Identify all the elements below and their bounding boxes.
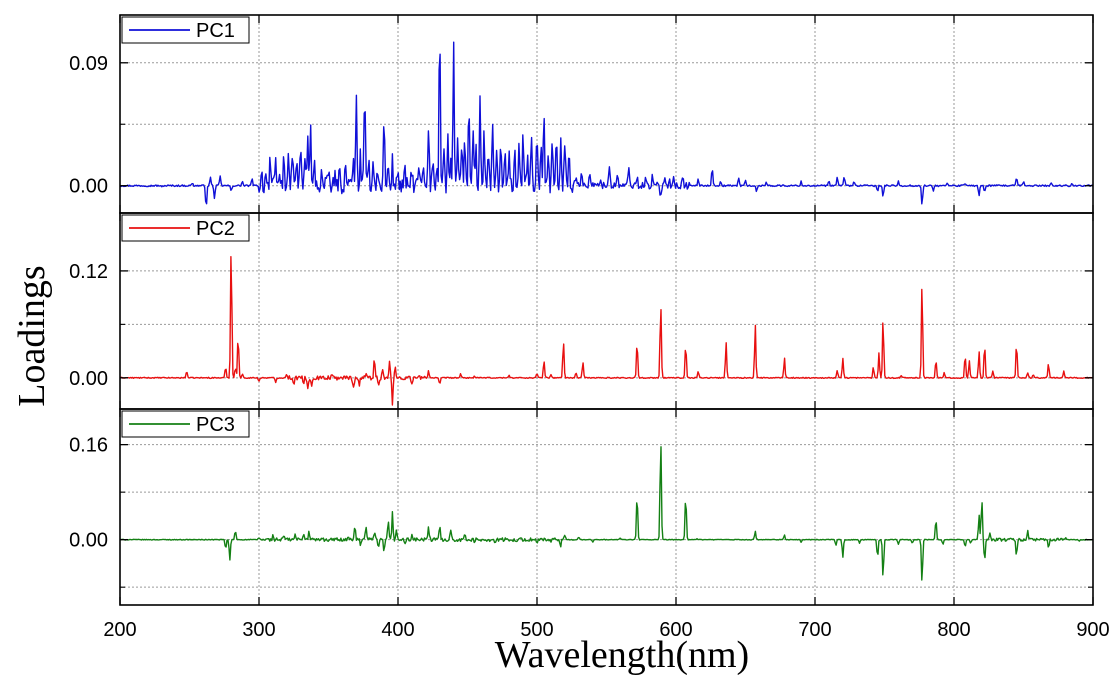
series-line-pc2 (119, 256, 1094, 406)
x-tick-label: 300 (242, 619, 275, 641)
x-tick-label: 700 (798, 619, 831, 641)
y-axis-label: Loadings (11, 265, 53, 406)
x-tick-label: 500 (520, 619, 553, 641)
y-tick-label: 0.00 (69, 530, 108, 552)
y-tick-label: 0.00 (69, 176, 108, 198)
x-axis-label: Wavelength(nm) (495, 634, 749, 675)
y-tick-label: 0.09 (69, 53, 108, 75)
legend-label: PC2 (196, 218, 235, 240)
x-tick-label: 600 (659, 619, 692, 641)
x-tick-label: 400 (381, 619, 414, 641)
y-tick-label: 0.16 (69, 435, 108, 457)
x-tick-label: 800 (937, 619, 970, 641)
x-tick-label: 900 (1076, 619, 1109, 641)
grid-layer (120, 15, 1093, 605)
series-line-pc3 (119, 446, 1094, 581)
text-layer: 0.00 0.09 PC1 0.00 0.12 PC2 0.00 0.16 PC3 200 300 4… (69, 16, 1110, 641)
y-tick-label: 0.00 (69, 368, 108, 390)
y-tick-label: 0.12 (69, 261, 108, 283)
line-layer (119, 41, 1094, 581)
series-line-pc1 (119, 41, 1094, 205)
panel-frame (119, 212, 1094, 410)
legend-label: PC3 (196, 414, 235, 436)
legend-label: PC1 (196, 20, 235, 42)
panel-frame (119, 408, 1094, 606)
x-tick-label: 200 (103, 619, 136, 641)
frame-layer (119, 14, 1094, 606)
